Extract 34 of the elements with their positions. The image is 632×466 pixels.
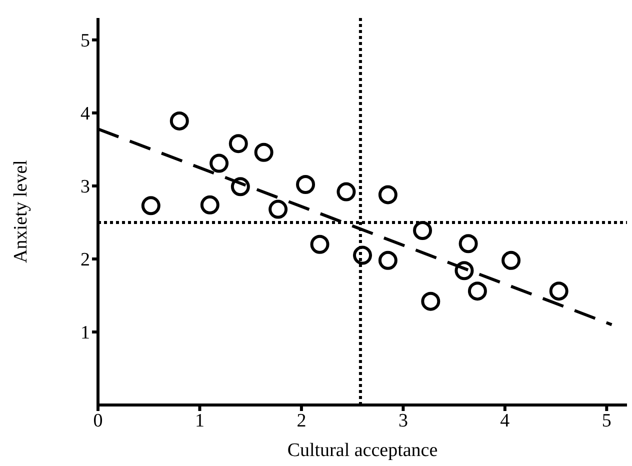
point	[549, 282, 568, 301]
x-tick-label: 0	[93, 410, 103, 432]
point	[268, 200, 288, 219]
point	[458, 234, 478, 254]
point	[254, 142, 274, 162]
point	[228, 134, 248, 154]
y-tick-label: 2	[80, 250, 90, 271]
point	[454, 261, 474, 280]
x-tick-label: 1	[194, 410, 204, 432]
y-tick-label: 5	[80, 30, 90, 52]
x-axis-title: Cultural acceptance	[287, 440, 438, 461]
point	[353, 246, 372, 265]
point	[336, 182, 356, 202]
point	[310, 234, 330, 254]
point	[141, 196, 160, 216]
x-tick-label: 3	[398, 410, 408, 432]
y-tick-label: 1	[80, 322, 90, 344]
point	[468, 282, 487, 301]
point	[230, 177, 250, 196]
y-tick-label: 4	[80, 104, 90, 125]
point	[378, 250, 398, 270]
point	[502, 250, 521, 270]
x-tick-label: 5	[602, 410, 612, 432]
point	[296, 174, 316, 194]
y-tick-label: 3	[80, 176, 90, 198]
x-tick-label: 2	[296, 410, 306, 432]
y-axis-title: Anxiety level	[10, 160, 32, 263]
point	[421, 292, 440, 311]
x-tick-label: 4	[500, 410, 510, 432]
point	[378, 185, 398, 204]
point	[200, 195, 220, 214]
point	[210, 154, 229, 173]
point	[170, 111, 189, 130]
point	[413, 220, 432, 240]
